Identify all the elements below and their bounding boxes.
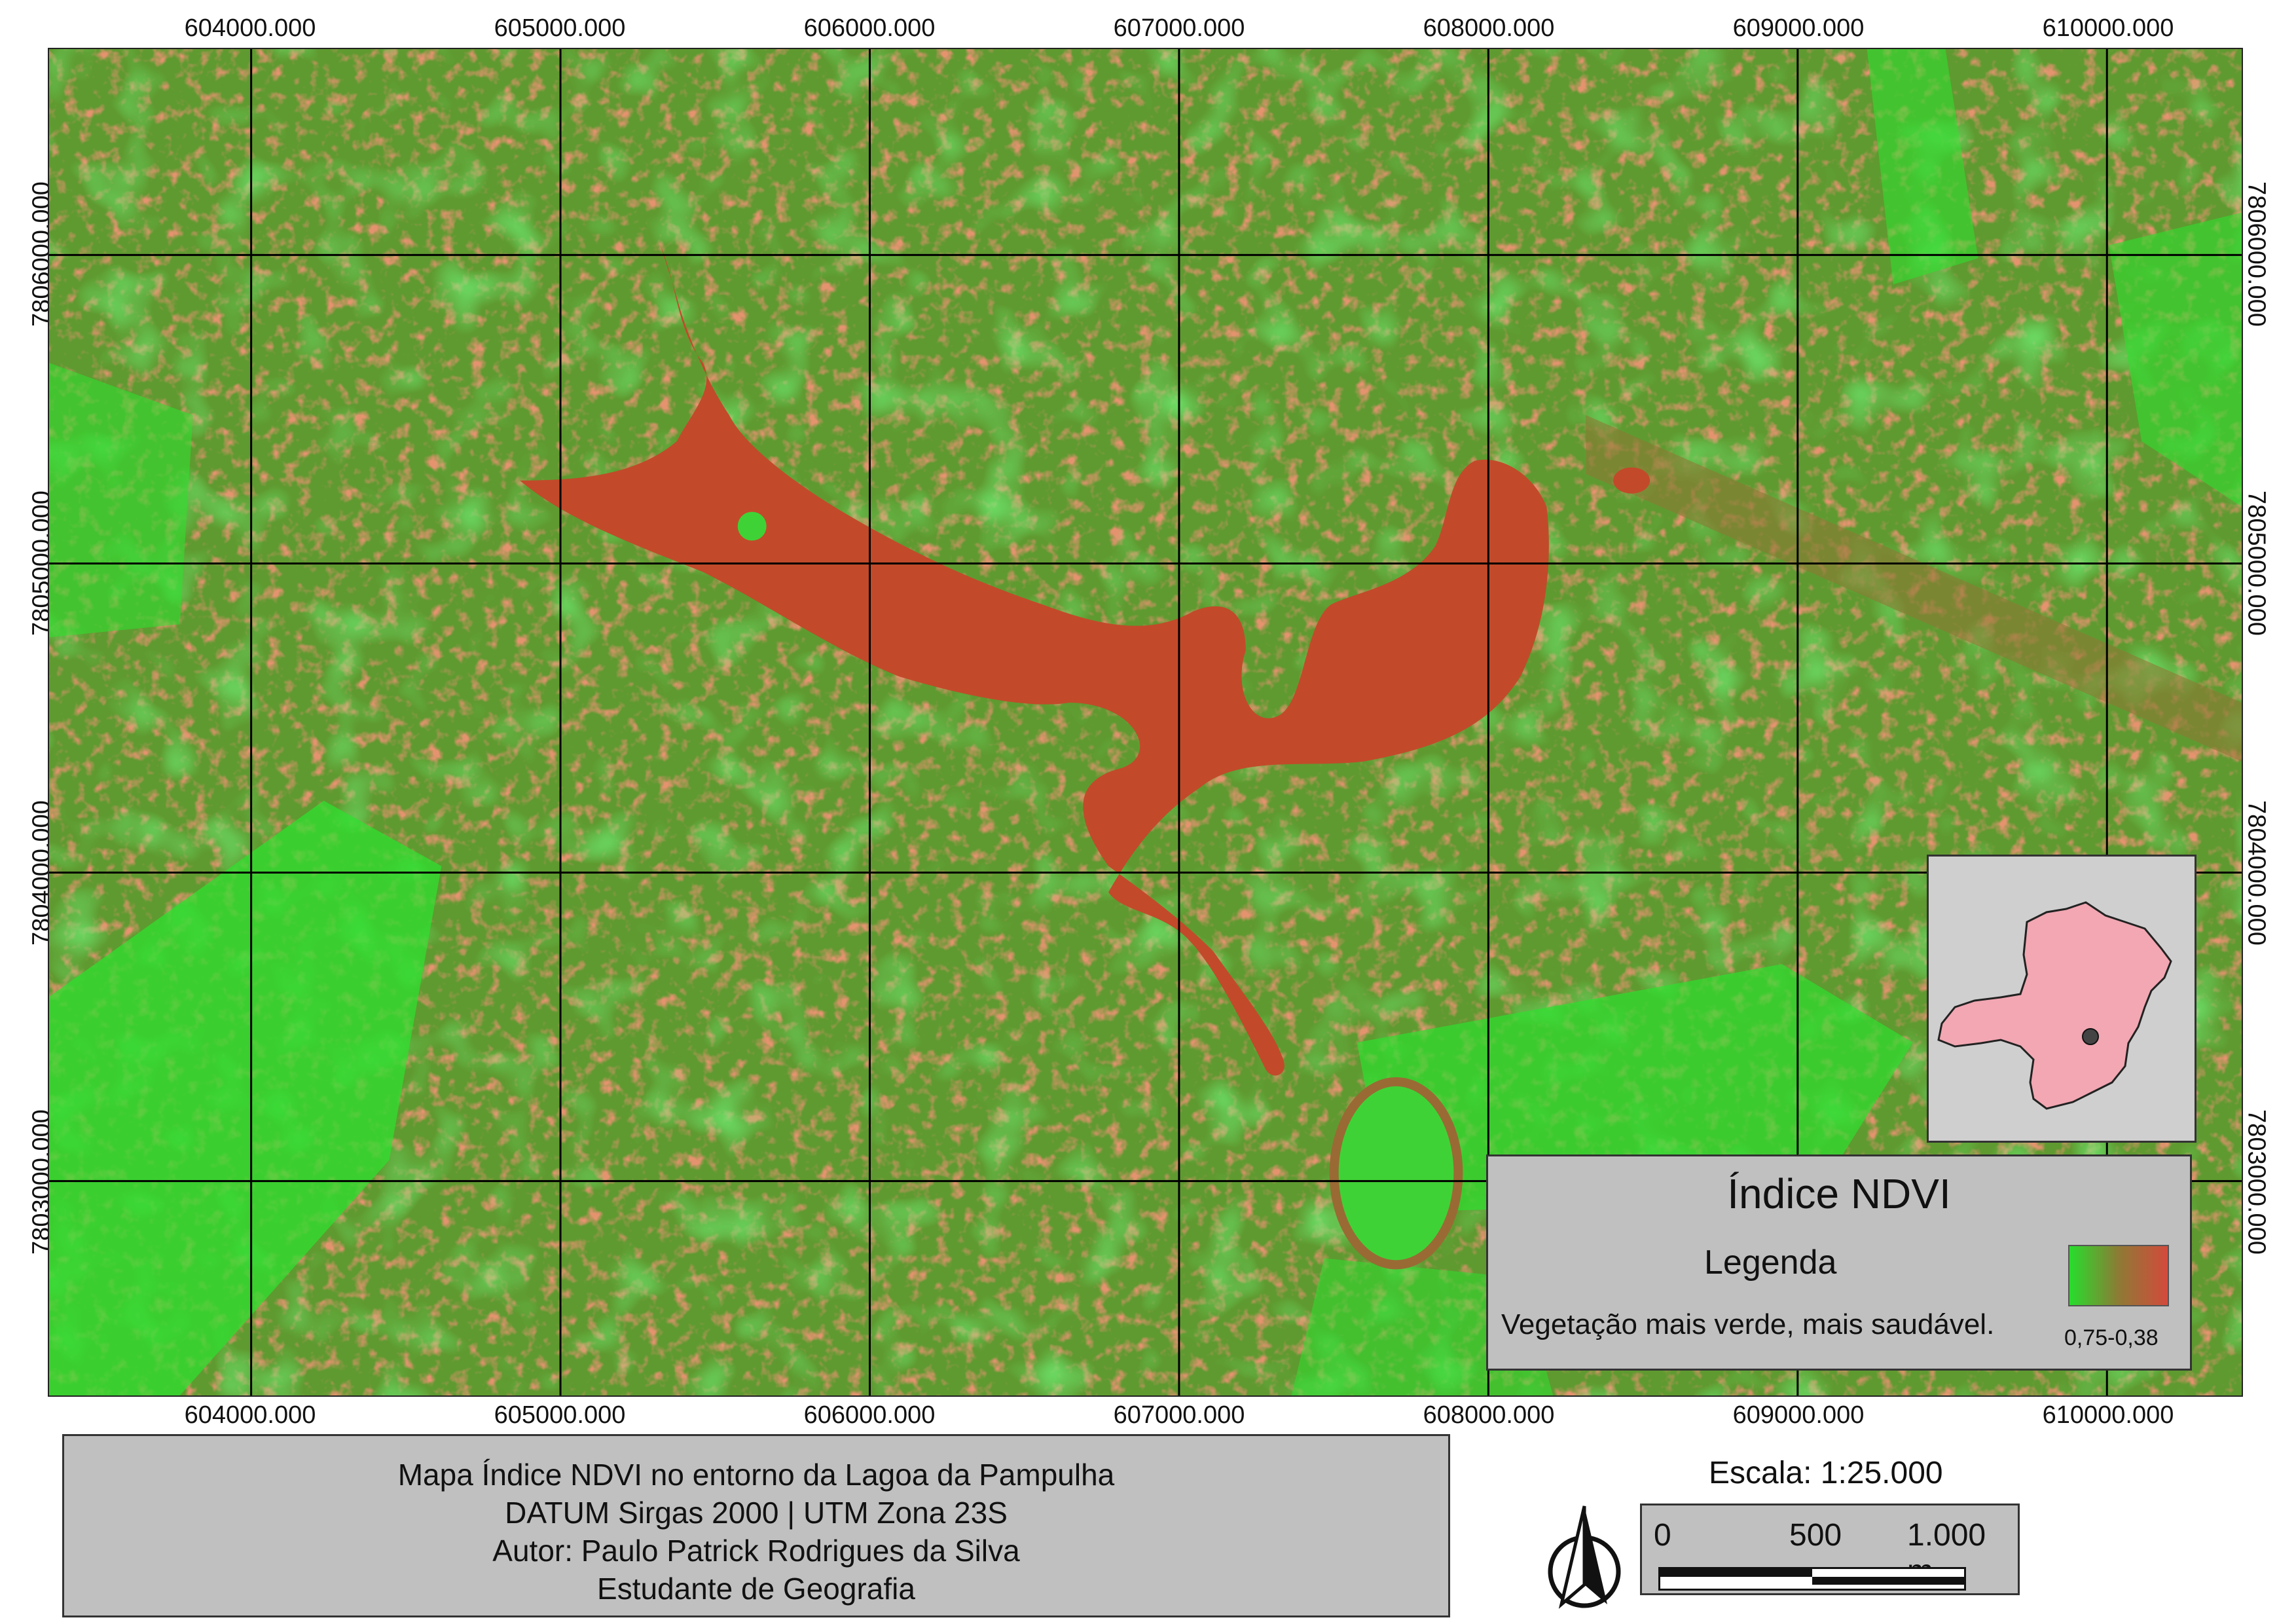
legend-title: Índice NDVI bbox=[1727, 1170, 1951, 1217]
scale-tick-0: 0 bbox=[1654, 1518, 1671, 1553]
x-tick-label-top: 607000.000 bbox=[1113, 14, 1245, 42]
lagoa-da-pampulha bbox=[520, 245, 1549, 1076]
y-tick-label-right: 7804000.000 bbox=[2242, 800, 2270, 946]
scale-tick-500: 500 bbox=[1789, 1518, 1842, 1553]
map-title: Mapa Índice NDVI no entorno da Lagoa da … bbox=[397, 1458, 1115, 1492]
vegetation-patch bbox=[49, 363, 193, 638]
vegetation-patch bbox=[49, 800, 442, 1395]
y-tick-label-right: 7803000.000 bbox=[2242, 1109, 2270, 1255]
state-shape bbox=[1937, 901, 2172, 1110]
x-tick-label-top: 610000.000 bbox=[2042, 14, 2174, 42]
scale-bar: 0 500 1.000 m bbox=[1640, 1504, 2020, 1595]
airport-runway bbox=[1586, 415, 2242, 762]
north-arrow-icon bbox=[1548, 1505, 1621, 1609]
legend-description: Vegetação mais verde, mais saudável. bbox=[1501, 1308, 1995, 1340]
author-info: Autor: Paulo Patrick Rodrigues da Silva bbox=[492, 1534, 1020, 1568]
inset-locator-map[interactable] bbox=[1927, 855, 2196, 1143]
scale-bar-graphic bbox=[1658, 1567, 1966, 1591]
scale-label: Escala: 1:25.000 bbox=[1709, 1456, 1943, 1490]
vegetation-patch bbox=[1357, 964, 1913, 1213]
x-tick-label-bottom: 605000.000 bbox=[494, 1401, 626, 1429]
vegetation-patch bbox=[1867, 49, 1978, 285]
x-tick-label-bottom: 606000.000 bbox=[803, 1401, 936, 1429]
vegetation-patch bbox=[2109, 212, 2242, 507]
x-tick-label-top: 609000.000 bbox=[1732, 14, 1865, 42]
legend-panel: Índice NDVI Legenda Vegetação mais verde… bbox=[1486, 1154, 2192, 1371]
lake-island bbox=[737, 511, 767, 541]
x-tick-label-top: 606000.000 bbox=[803, 14, 936, 42]
water-feature bbox=[1613, 467, 1650, 494]
ndvi-color-ramp bbox=[2068, 1245, 2169, 1306]
title-block: Mapa Índice NDVI no entorno da Lagoa da … bbox=[62, 1434, 1450, 1617]
datum-info: DATUM Sirgas 2000 | UTM Zona 23S bbox=[505, 1496, 1008, 1530]
y-tick-label-right: 7806000.000 bbox=[2242, 181, 2270, 327]
x-tick-label-bottom: 610000.000 bbox=[2042, 1401, 2174, 1429]
location-marker bbox=[2082, 1028, 2099, 1045]
x-tick-label-bottom: 607000.000 bbox=[1113, 1401, 1245, 1429]
x-tick-label-top: 605000.000 bbox=[494, 14, 626, 42]
x-tick-label-bottom: 604000.000 bbox=[184, 1401, 316, 1429]
x-tick-label-bottom: 609000.000 bbox=[1732, 1401, 1865, 1429]
x-tick-label-top: 608000.000 bbox=[1423, 14, 1555, 42]
x-tick-label-top: 604000.000 bbox=[184, 14, 316, 42]
x-tick-label-bottom: 608000.000 bbox=[1423, 1401, 1555, 1429]
stadium bbox=[1329, 1077, 1463, 1270]
legend-subtitle: Legenda bbox=[1704, 1244, 1837, 1282]
y-tick-label-right: 7805000.000 bbox=[2242, 490, 2270, 636]
author-role: Estudante de Geografia bbox=[597, 1572, 915, 1606]
minas-gerais-state-outline bbox=[1937, 901, 2172, 1110]
legend-range: 0,75-0,38 bbox=[2064, 1325, 2159, 1350]
